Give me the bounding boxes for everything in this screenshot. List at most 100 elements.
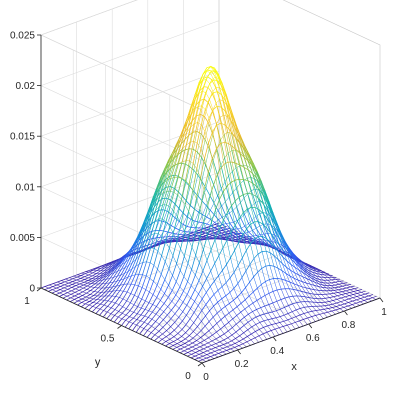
surface-col-segment	[236, 324, 240, 329]
surface-col-segment	[71, 298, 75, 300]
surface-col-segment	[196, 353, 200, 355]
surface-col-segment	[175, 305, 179, 308]
x-tick-label: 1	[381, 307, 387, 318]
surface-col-segment	[194, 141, 198, 143]
surface-col-segment	[199, 294, 203, 299]
surface-row-segment	[108, 302, 112, 307]
surface-col-segment	[297, 303, 301, 309]
surface-row-segment	[147, 333, 151, 338]
surface-row-segment	[224, 331, 228, 334]
surface-col-segment	[243, 339, 247, 342]
surface-row-segment	[253, 288, 257, 292]
surface-row-segment	[78, 296, 82, 298]
surface-row-segment	[176, 228, 180, 230]
surface-col-segment	[256, 317, 260, 322]
surface-row-segment	[156, 300, 160, 306]
surface-col-segment	[249, 306, 253, 312]
surface-row-segment	[357, 292, 361, 293]
surface-row-segment	[189, 332, 193, 336]
surface-row-segment	[174, 339, 178, 341]
surface-row-segment	[196, 239, 200, 255]
surface-row-segment	[87, 287, 91, 290]
surface-row-segment	[218, 287, 222, 291]
surface-col-segment	[161, 274, 165, 280]
surface-col-segment	[226, 283, 230, 293]
surface-row-segment	[235, 346, 239, 348]
surface-row-segment	[77, 278, 81, 280]
surface-row-segment	[204, 205, 208, 222]
surface-row-segment	[93, 296, 97, 299]
surface-row-segment	[178, 321, 182, 326]
surface-col-segment	[115, 310, 119, 312]
surface-col-segment	[165, 280, 169, 286]
surface-col-segment	[194, 323, 198, 327]
surface-col-segment	[344, 304, 348, 306]
surface-row-segment	[324, 312, 328, 313]
surface-row-segment	[229, 319, 233, 323]
surface-col-segment	[198, 306, 202, 311]
surface-col-segment	[250, 244, 254, 259]
surface-row-segment	[251, 332, 255, 335]
surface-col-segment	[295, 322, 299, 327]
surface-col-segment	[240, 165, 244, 179]
surface-row-segment	[247, 334, 251, 337]
surface-row-segment	[343, 283, 347, 284]
surface-col-segment	[201, 338, 205, 341]
surface-row-segment	[201, 326, 205, 331]
surface-col-segment	[56, 288, 60, 290]
surface-row-segment	[178, 330, 182, 334]
surface-col-segment	[254, 277, 258, 288]
surface-row-segment	[180, 351, 184, 353]
surface-col-segment	[287, 325, 291, 330]
surface-col-segment	[116, 296, 120, 297]
y-tick-mark	[198, 363, 202, 366]
surface-col-segment	[225, 306, 229, 313]
surface-row-segment	[346, 287, 350, 288]
surface-row-segment	[287, 324, 291, 325]
surface-row-segment	[52, 291, 56, 293]
surface-col-segment	[224, 132, 228, 134]
surface-row-segment	[335, 284, 339, 285]
surface-col-segment	[93, 306, 97, 307]
surface-row-segment	[265, 293, 269, 295]
surface-col-segment	[196, 345, 200, 347]
surface-row-segment	[333, 303, 337, 304]
surface-col-segment	[141, 315, 145, 316]
surface-col-segment	[279, 328, 283, 334]
surface-col-segment	[96, 308, 100, 309]
surface-col-segment	[328, 312, 332, 316]
surface-row-segment	[219, 348, 223, 350]
surface-col-segment	[204, 190, 208, 205]
surface-col-segment	[349, 299, 353, 301]
surface-row-segment	[96, 304, 100, 308]
surface-row-segment	[230, 289, 234, 293]
surface-col-segment	[179, 308, 183, 311]
surface-row-segment	[167, 310, 171, 315]
surface-row-segment	[196, 351, 200, 353]
surface-row-segment	[118, 313, 122, 317]
surface-col-segment	[90, 295, 94, 296]
surface-col-segment	[181, 249, 185, 257]
surface-col-segment	[151, 333, 155, 335]
surface-row-segment	[364, 299, 368, 300]
surface-row-segment	[173, 347, 177, 349]
surface-row-segment	[162, 337, 166, 340]
surface-row-segment	[365, 296, 369, 297]
surface-col-segment	[235, 201, 239, 219]
surface-row-segment	[177, 199, 181, 217]
surface-row-segment	[228, 328, 232, 331]
surface-col-segment	[269, 293, 273, 303]
surface-row-segment	[185, 345, 189, 347]
surface-row-segment	[164, 307, 168, 312]
surface-col-segment	[255, 338, 259, 343]
surface-col-segment	[153, 305, 157, 307]
surface-row-segment	[115, 297, 119, 303]
surface-col-segment	[357, 293, 361, 295]
surface-col-segment	[63, 295, 67, 297]
surface-row-segment	[353, 297, 357, 298]
surface-row-segment	[114, 317, 118, 322]
surface-row-segment	[100, 311, 104, 316]
surface-row-segment	[91, 284, 95, 287]
surface-col-segment	[196, 199, 200, 210]
surface-row-segment	[154, 337, 158, 341]
